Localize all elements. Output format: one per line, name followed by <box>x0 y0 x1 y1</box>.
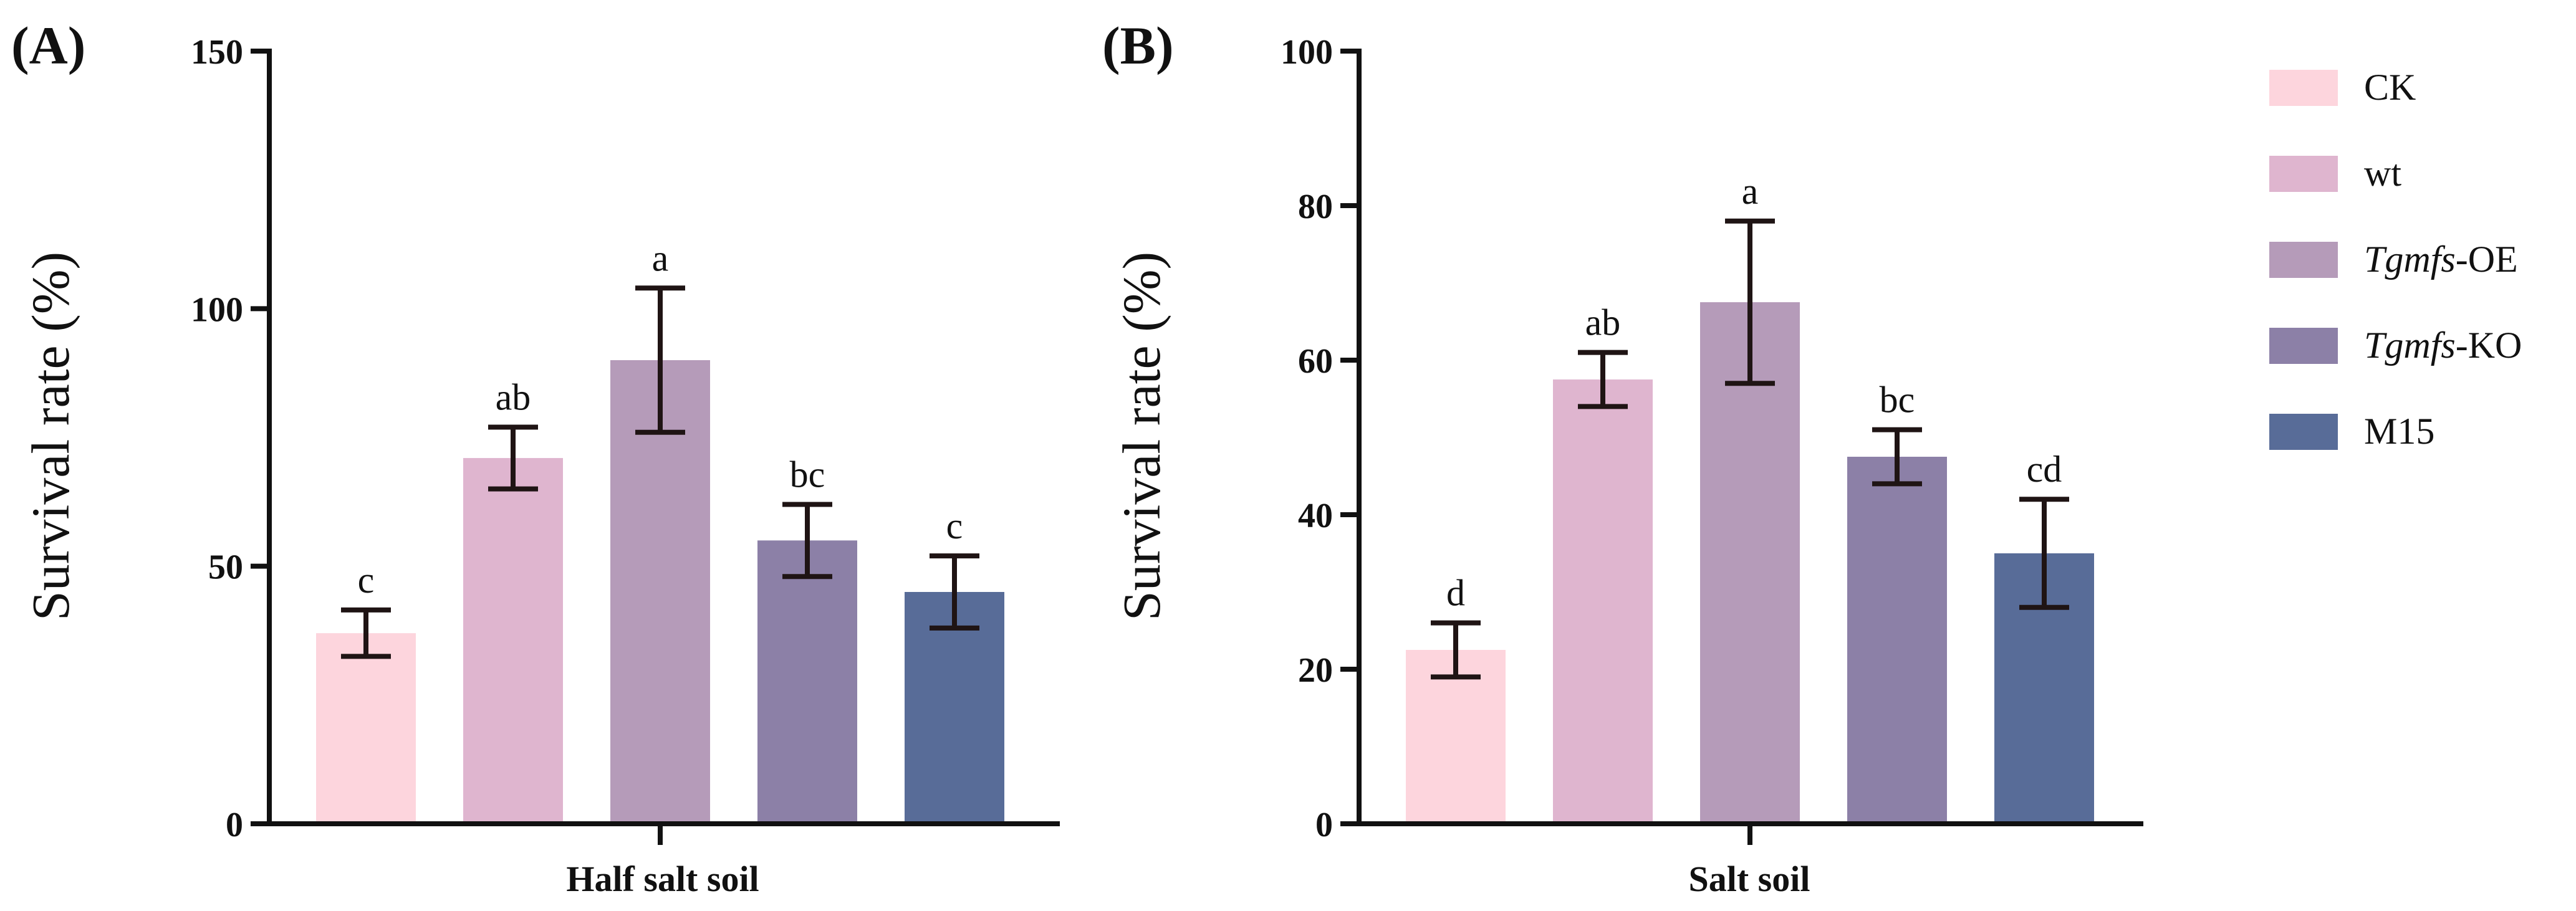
panel-b-label: (B) <box>1102 16 1174 75</box>
y-tick-label: 40 <box>1298 497 1333 535</box>
significance-letter: ab <box>496 376 531 417</box>
panel-b-y-axis-title: Survival rate (%) <box>1112 252 1171 621</box>
y-tick-label: 150 <box>191 33 243 72</box>
panel-b-error-bars <box>1431 218 2069 680</box>
significance-letter: bc <box>1880 379 1915 421</box>
panel-a-chart: (A) Survival rate (%) Half salt soil 0 50… <box>11 16 1060 899</box>
bar-tgmfs-ko <box>1847 457 1947 824</box>
significance-letter: a <box>652 237 669 279</box>
legend-swatch <box>2269 242 2338 278</box>
panel-a-y-axis-title: Survival rate (%) <box>21 252 80 621</box>
y-tick-label: 50 <box>208 548 243 587</box>
significance-letter: c <box>946 505 963 546</box>
y-tick-label: 20 <box>1298 651 1333 690</box>
panel-a-significance-labels: c ab a bc c <box>358 237 963 601</box>
legend-label: Tgmfs-KO <box>2364 325 2522 366</box>
bar-tgmfs-oe <box>1700 302 1800 824</box>
y-tick-label: 80 <box>1298 188 1333 226</box>
bar-wt <box>463 458 563 824</box>
panel-a-label: (A) <box>11 16 85 75</box>
panel-a-error-bars <box>341 285 979 659</box>
bar-wt <box>1553 379 1653 824</box>
legend-swatch <box>2269 328 2338 364</box>
legend-label: M15 <box>2364 411 2434 452</box>
panel-b-chart: (B) Survival rate (%) Salt soil 0 20 40 60 8… <box>1102 16 2143 899</box>
legend: CK wt Tgmfs-OE Tgmfs-KO M15 <box>2269 67 2522 452</box>
significance-letter: ab <box>1585 302 1621 343</box>
legend-label: Tgmfs-OE <box>2364 239 2518 280</box>
y-tick-label: 60 <box>1298 342 1333 381</box>
y-tick-label: 100 <box>191 290 243 329</box>
panel-b-y-ticks: 0 20 40 60 80 100 <box>1281 33 1359 844</box>
legend-swatch <box>2269 70 2338 106</box>
panel-b-significance-labels: d ab a bc cd <box>1446 171 2062 614</box>
panel-b-x-axis-title: Salt soil <box>1689 859 1810 899</box>
significance-letter: c <box>358 560 375 601</box>
y-tick-label: 0 <box>226 806 243 844</box>
y-tick-label: 0 <box>1315 806 1333 844</box>
significance-letter: cd <box>2027 449 2062 490</box>
panel-a-bars <box>316 360 1004 824</box>
bar-tgmfs-ko <box>757 540 857 824</box>
panel-a-y-ticks: 0 50 100 150 <box>191 33 269 844</box>
bar-m15 <box>905 592 1004 824</box>
legend-label: CK <box>2364 67 2416 108</box>
significance-letter: d <box>1446 573 1465 614</box>
legend-swatch <box>2269 156 2338 192</box>
legend-label: wt <box>2364 153 2401 194</box>
bar-tgmfs-oe <box>610 360 710 824</box>
bar-ck <box>316 633 416 824</box>
significance-letter: bc <box>790 454 825 495</box>
legend-swatch <box>2269 414 2338 450</box>
y-tick-label: 100 <box>1281 33 1333 72</box>
significance-letter: a <box>1742 171 1759 212</box>
panel-a-x-axis-title: Half salt soil <box>566 859 759 899</box>
